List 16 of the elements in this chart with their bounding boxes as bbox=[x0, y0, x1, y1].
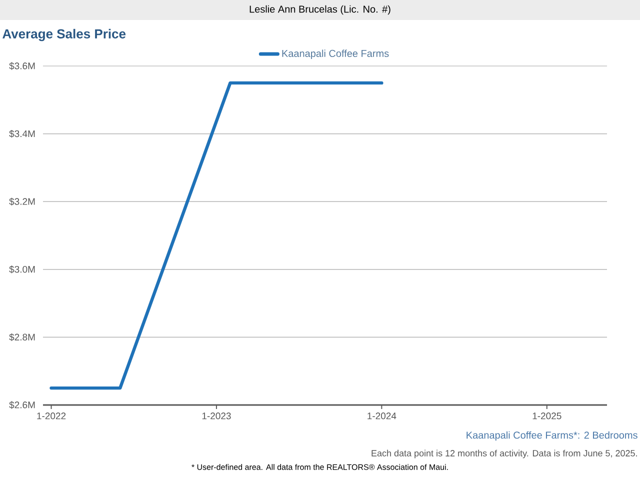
y-tick-label: $3.2M bbox=[9, 198, 35, 206]
y-tick-label: $2.8M bbox=[9, 333, 35, 342]
text: Kaanapali Coffee Farms*: 2 Bedrooms bbox=[466, 431, 638, 441]
text: Leslie Ann Brucelas (Lic. No. #) bbox=[250, 5, 390, 15]
x-tick-label: 1-2024 bbox=[368, 412, 396, 420]
chart-title: Average Sales Price bbox=[2, 28, 126, 42]
text: Each data point is 12 months of activity. Data is from June 5, 2025. bbox=[372, 450, 637, 458]
x-tick-label: 1-2022 bbox=[37, 412, 66, 420]
legend-label: Kaanapali Coffee Farms bbox=[282, 50, 389, 59]
y-tick-label: $3.6M bbox=[9, 62, 35, 70]
x-tick-label: 1-2025 bbox=[532, 412, 562, 420]
y-tick-label: $3.0M bbox=[9, 266, 35, 274]
x-tick-label: 1-2023 bbox=[202, 412, 231, 420]
y-tick-label: $3.4M bbox=[9, 130, 35, 138]
y-tick-label: $2.6M bbox=[9, 401, 35, 409]
text: * User-defined area. All data from the REALTORS® Association of Maui. bbox=[192, 464, 448, 470]
